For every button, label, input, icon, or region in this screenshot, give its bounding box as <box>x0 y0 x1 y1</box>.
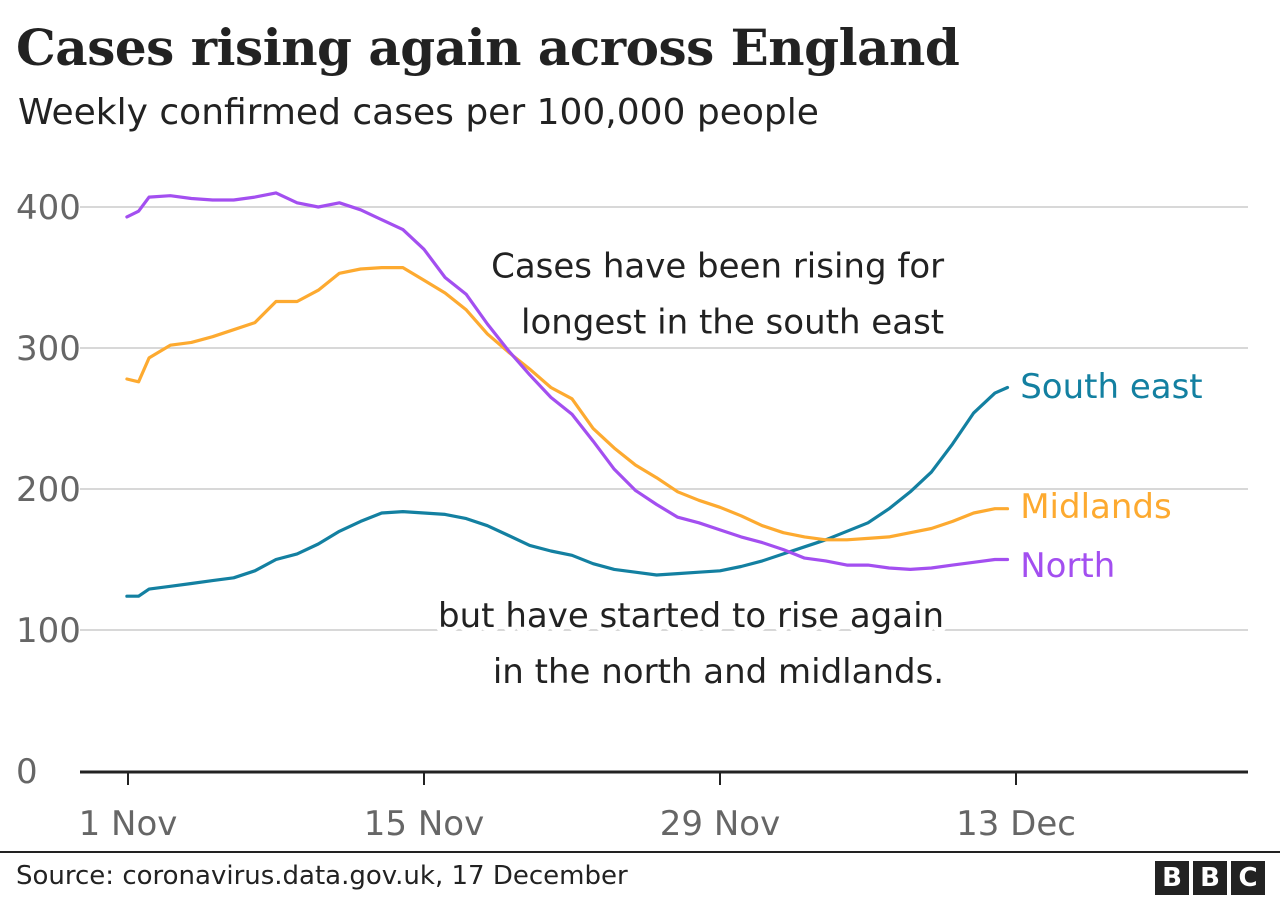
y-tick-label-200: 200 <box>16 470 81 510</box>
annotation-0-line-0: Cases have been rising for <box>491 247 944 287</box>
y-tick-label-0: 0 <box>16 752 38 792</box>
bbc-logo-letter-b2: B <box>1193 861 1227 895</box>
y-tick-label-300: 300 <box>16 329 81 369</box>
series-line-south-east <box>125 385 1010 598</box>
x-tick-label-1: 15 Nov <box>364 804 484 844</box>
annotation-0-line-1: longest in the south east <box>521 303 944 343</box>
source-note: Source: coronavirus.data.gov.uk, 17 Dece… <box>16 861 628 891</box>
series-label-south-east: South east <box>1020 367 1202 407</box>
x-tick-label-3: 13 Dec <box>956 804 1076 844</box>
x-tick-label-2: 29 Nov <box>660 804 780 844</box>
chart-subtitle: Weekly confirmed cases per 100,000 peopl… <box>18 92 819 133</box>
annotation-1-line-0: but have started to rise again <box>438 596 944 636</box>
series-label-north: North <box>1020 546 1115 586</box>
bbc-logo-letter-c: C <box>1231 861 1265 895</box>
line-chart: 0 100 200 300 400 1 Nov 15 Nov 29 Nov 13 Dec Sout… <box>16 188 1248 844</box>
y-tick-label-100: 100 <box>16 611 81 651</box>
bbc-logo-letter-b1: B <box>1155 861 1189 895</box>
chart-title: Cases rising again across England <box>16 18 960 77</box>
footer-divider <box>0 851 1280 853</box>
bbc-logo: B B C <box>1155 861 1265 895</box>
x-tick-label-0: 1 Nov <box>79 804 178 844</box>
series-line-north <box>125 191 1010 572</box>
annotation-1-line-1: in the north and midlands. <box>493 652 944 692</box>
y-tick-label-400: 400 <box>16 188 81 228</box>
series-label-midlands: Midlands <box>1020 487 1171 527</box>
series-line-midlands <box>125 266 1010 542</box>
